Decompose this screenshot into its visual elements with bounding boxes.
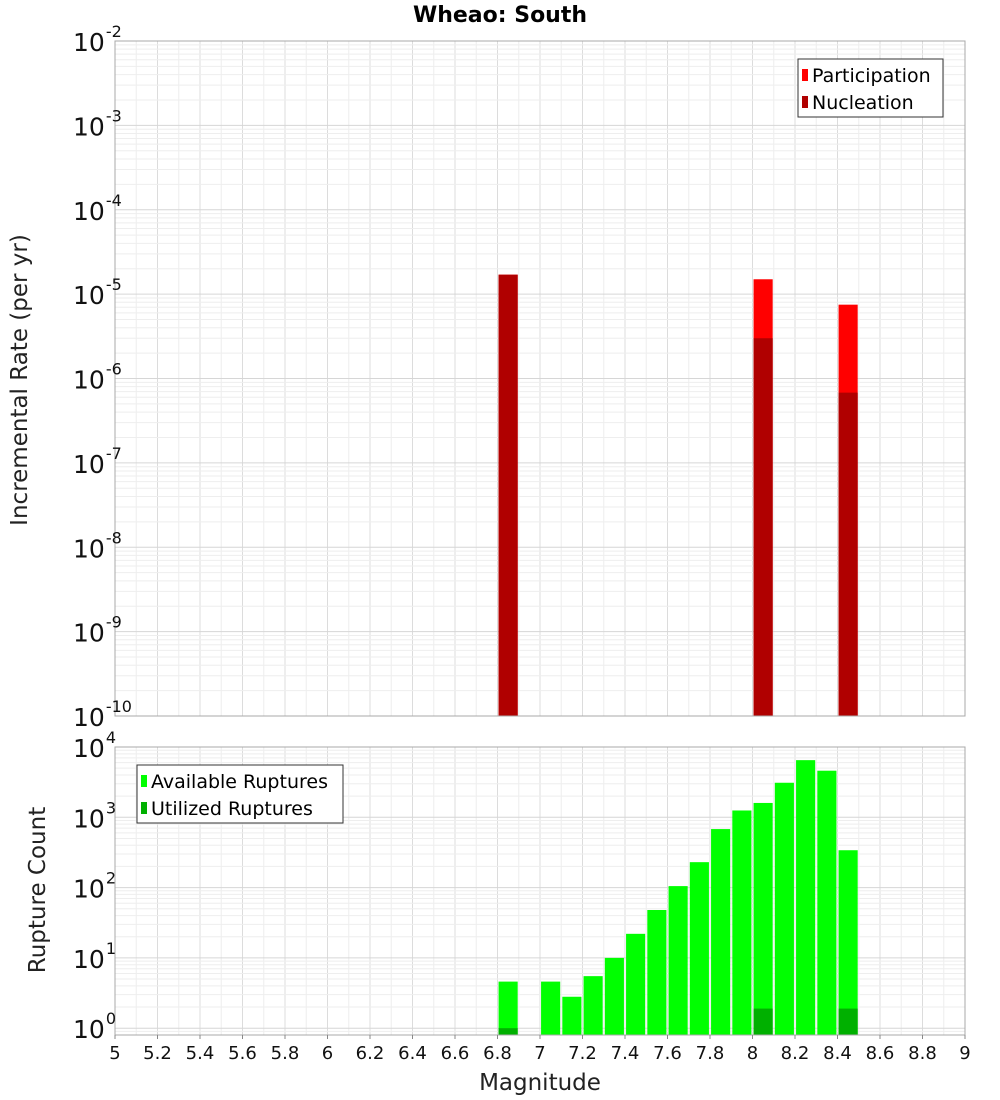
count-bar <box>817 770 837 1035</box>
legend-entry: Available Ruptures <box>151 771 328 793</box>
rate-bar <box>838 392 858 716</box>
rate-grid <box>114 40 966 717</box>
x-tick-label: 6 <box>322 1043 333 1064</box>
legend-entry: Utilized Ruptures <box>151 798 313 820</box>
legend-swatch <box>802 96 808 108</box>
y-tick-label: 102 <box>73 869 116 904</box>
count-bar <box>838 850 858 1035</box>
rate-bar <box>753 338 773 716</box>
count-series-1 <box>498 1008 858 1035</box>
x-tick-label: 7.4 <box>611 1043 640 1064</box>
legend-swatch <box>802 69 808 81</box>
chart-title: Wheao: South <box>413 3 587 28</box>
rate-y-axis-label: Incremental Rate (per yr) <box>7 234 33 526</box>
count-bar <box>562 996 582 1035</box>
x-tick-label: 6.8 <box>483 1043 512 1064</box>
x-tick-label: 8.4 <box>823 1043 852 1064</box>
x-tick-label: 6.4 <box>398 1043 427 1064</box>
count-bar <box>604 957 624 1035</box>
y-tick-label: 103 <box>73 798 116 833</box>
count-bar <box>541 981 561 1035</box>
y-tick-label: 10-6 <box>73 360 122 395</box>
rate-legend: Participation Nucleation <box>797 58 944 118</box>
count-bar <box>668 886 688 1035</box>
x-tick-label: 7.8 <box>696 1043 725 1064</box>
x-tick-label: 8.6 <box>866 1043 895 1064</box>
x-tick-label: 5 <box>109 1043 120 1064</box>
rate-y-ticks: 10-10 10-9 10-8 10-7 10-6 10-5 10-4 10-3 10-2 <box>73 22 132 732</box>
count-legend: Available Ruptures Utilized Ruptures <box>136 764 344 824</box>
count-bar <box>689 862 709 1035</box>
count-bar <box>626 933 646 1035</box>
x-tick-label: 8.8 <box>908 1043 937 1064</box>
count-bar <box>732 810 752 1035</box>
legend-swatch <box>141 802 147 814</box>
count-bar <box>838 1008 858 1035</box>
y-tick-label: 104 <box>73 728 116 763</box>
x-ticks: 5 5.2 5.4 5.6 5.8 6 6.2 6.4 6.6 6.8 7 7.2 7.4 7.6 7.8 8… <box>109 1035 971 1064</box>
count-y-ticks: 100 101 102 103 104 <box>73 728 116 1044</box>
y-tick-label: 10-4 <box>73 191 122 226</box>
x-tick-label: 6.2 <box>356 1043 385 1064</box>
legend-entry: Nucleation <box>812 92 914 114</box>
y-tick-label: 10-9 <box>73 613 122 648</box>
count-y-axis-label: Rupture Count <box>25 807 51 973</box>
y-tick-label: 10-5 <box>73 275 122 310</box>
x-tick-label: 7.2 <box>568 1043 597 1064</box>
x-tick-label: 7.6 <box>653 1043 682 1064</box>
x-tick-label: 5.4 <box>186 1043 215 1064</box>
x-tick-label: 5.6 <box>228 1043 257 1064</box>
x-tick-label: 5.8 <box>271 1043 300 1064</box>
count-bar <box>774 782 794 1035</box>
count-bar <box>753 802 773 1035</box>
x-tick-label: 7 <box>534 1043 545 1064</box>
count-bar <box>796 760 816 1035</box>
count-bar <box>583 976 603 1035</box>
legend-entry: Participation <box>812 65 931 87</box>
y-tick-label: 100 <box>73 1009 116 1044</box>
x-tick-label: 5.2 <box>143 1043 172 1064</box>
y-tick-label: 10-10 <box>73 697 132 732</box>
rupture-count-panel: 100 101 102 103 104 5 5.2 5.4 5.6 5.8 6 6.2 6.4 6.6 6.… <box>73 728 971 1064</box>
y-tick-label: 10-8 <box>73 528 122 563</box>
count-series-0 <box>498 760 858 1035</box>
y-tick-label: 10-7 <box>73 444 122 479</box>
legend-box <box>136 764 344 824</box>
x-tick-label: 8.2 <box>781 1043 810 1064</box>
x-tick-label: 6.6 <box>441 1043 470 1064</box>
count-bar <box>647 910 667 1035</box>
count-bar <box>711 829 731 1035</box>
rate-panel: 10-10 10-9 10-8 10-7 10-6 10-5 10-4 10-3 10-2 Par… <box>73 22 966 732</box>
x-tick-label: 8 <box>747 1043 758 1064</box>
legend-swatch <box>141 775 147 787</box>
rate-plot-frame <box>114 40 966 717</box>
x-tick-label: 9 <box>959 1043 970 1064</box>
legend-box <box>797 58 944 118</box>
x-axis-label: Magnitude <box>479 1070 601 1096</box>
rate-series-1 <box>498 274 858 716</box>
y-tick-label: 10-2 <box>73 22 122 57</box>
count-bar <box>753 1008 773 1035</box>
y-tick-label: 10-3 <box>73 106 122 141</box>
rate-bar <box>498 274 518 716</box>
y-tick-label: 101 <box>73 939 116 974</box>
count-bar <box>498 1028 518 1035</box>
count-bar <box>498 981 518 1035</box>
